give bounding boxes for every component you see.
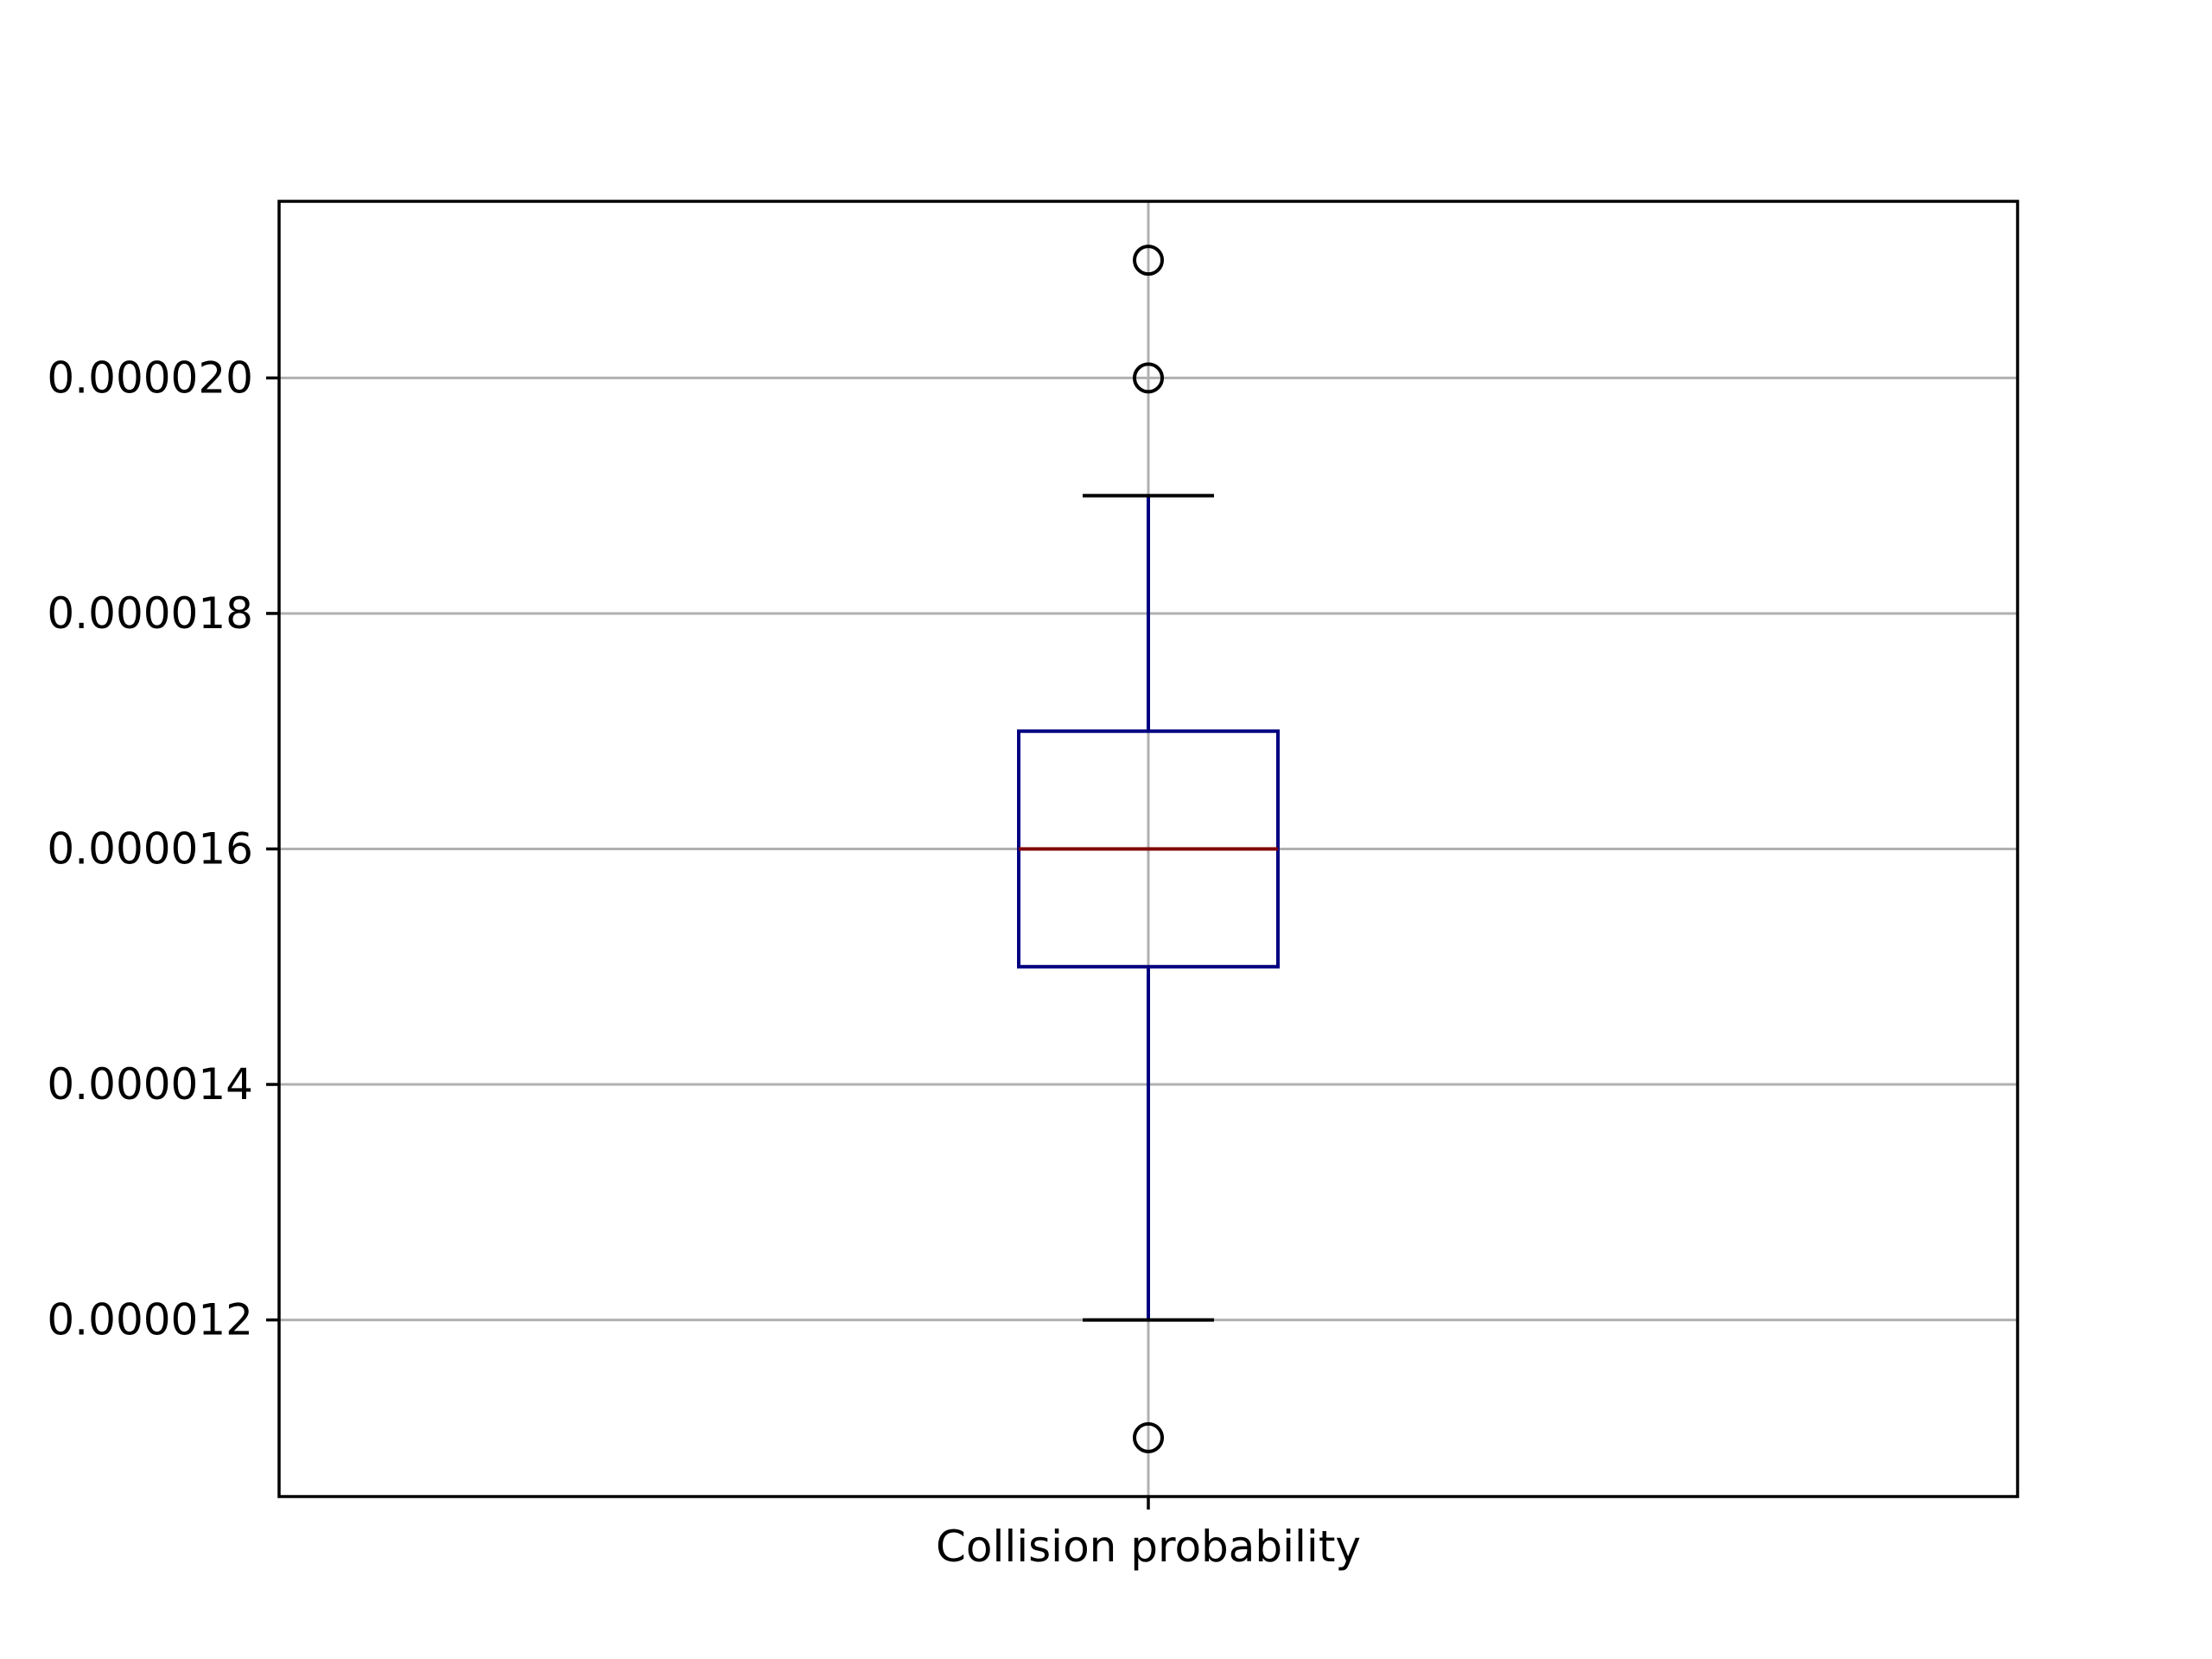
axes: 0.000012 0.000014 0.000016 0.000018 0.000020…: [47, 200, 2019, 1572]
y-tick-label: 0.000012: [47, 1295, 253, 1345]
y-tick-label: 0.000018: [47, 588, 253, 639]
outlier-point: [1133, 362, 1164, 394]
box-plot-marks: [1017, 245, 1280, 1453]
outlier-point: [1133, 1421, 1164, 1453]
x-tick-label: Collision probability: [936, 1522, 1361, 1572]
y-tick-label: 0.000020: [47, 353, 253, 403]
y-tick-label: 0.000014: [47, 1059, 253, 1109]
y-tick-label: 0.000016: [47, 824, 253, 874]
outlier-point: [1133, 245, 1164, 276]
